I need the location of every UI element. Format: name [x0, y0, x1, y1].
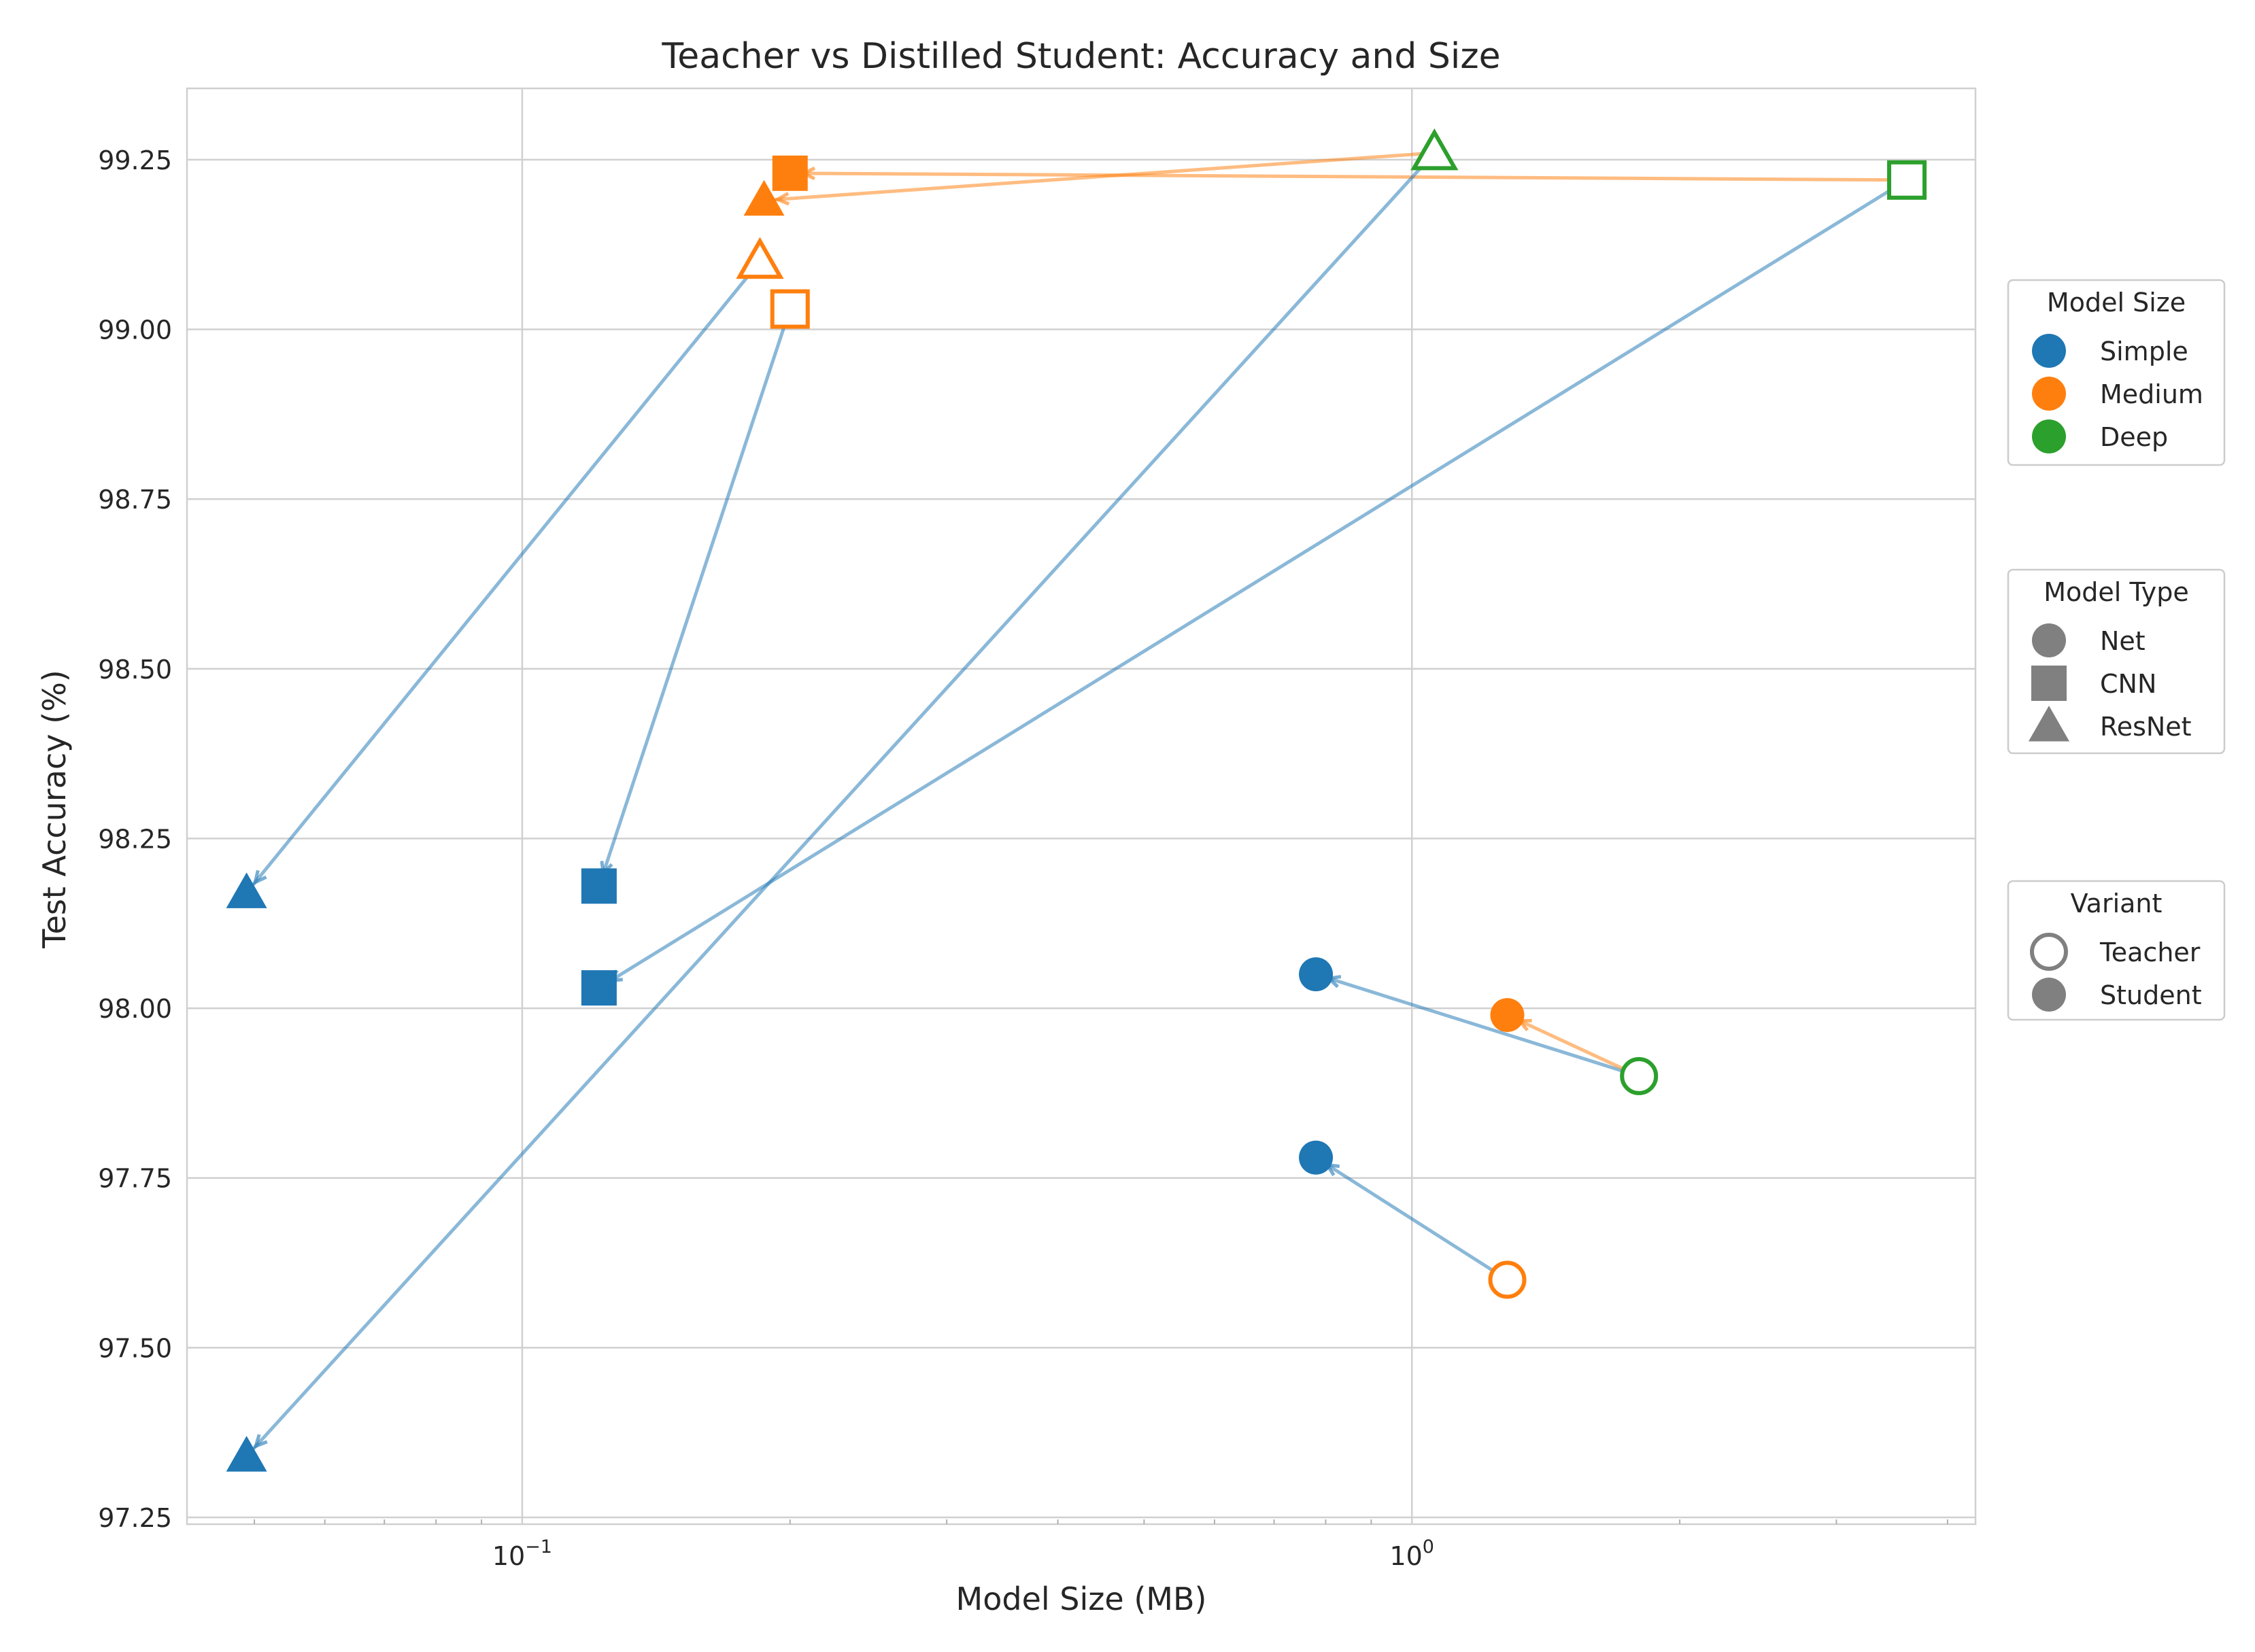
distillation-arrow: [1315, 1156, 1508, 1281]
legend-title: Model Type: [2044, 577, 2188, 607]
legend-marker-cnn: [2031, 666, 2067, 701]
legend-label: Deep: [2100, 422, 2168, 452]
student-marker: [581, 868, 617, 904]
x-axis-ticks: 10−1 100: [254, 1519, 1948, 1571]
x-tick-label: 10−1: [492, 1536, 552, 1571]
y-tick-label: 97.75: [98, 1164, 172, 1194]
teacher-marker: [770, 289, 810, 329]
distillation-arrow: [597, 308, 792, 887]
teacher-marker: [1620, 1056, 1659, 1095]
legend-title: Model Size: [2047, 288, 2186, 317]
student-marker: [226, 872, 267, 908]
distillation-arrow: [1506, 1013, 1640, 1078]
legend-marker-teacher: [2030, 933, 2068, 971]
y-tick-label: 98.75: [98, 485, 172, 515]
y-tick-label: 97.25: [98, 1503, 172, 1533]
legend-box: [2007, 279, 2226, 466]
arrow-head: [773, 192, 790, 206]
student-marker: [226, 1436, 267, 1472]
plot-area: 10−1 100 97.25 97.50 97.75 98.00 98.25 98.50 98…: [98, 87, 1977, 1571]
legend-marker-medium: [2032, 377, 2066, 411]
legend-marker-net: [2032, 623, 2066, 657]
student-marker: [743, 179, 785, 216]
teacher-marker: [1488, 1260, 1527, 1299]
arrow-head: [253, 1434, 268, 1449]
teacher-marker: [736, 237, 784, 279]
legend-marker-deep: [2032, 419, 2066, 453]
legend-label: Medium: [2100, 379, 2203, 409]
legend-label: Student: [2100, 980, 2202, 1010]
legend-label: ResNet: [2100, 712, 2192, 742]
data-markers: [226, 128, 1927, 1472]
chart-title: Teacher vs Distilled Student: Accuracy a…: [661, 36, 1500, 77]
y-tick-label: 99.00: [98, 315, 172, 345]
y-tick-label: 98.25: [98, 824, 172, 854]
legend-box: [2007, 568, 2226, 755]
x-tick-label: 100: [1389, 1536, 1434, 1571]
x-axis-label: Model Size (MB): [956, 1581, 1207, 1617]
legend-label: Teacher: [2099, 937, 2201, 967]
y-axis-ticks: 97.25 97.50 97.75 98.00 98.25 98.50 98.75 99.00…: [98, 145, 172, 1533]
student-marker: [772, 155, 808, 191]
teacher-marker: [1887, 160, 1927, 200]
distillation-arrows: [245, 151, 1908, 1458]
student-marker: [1490, 998, 1525, 1033]
distillation-arrow: [1315, 972, 1640, 1078]
legend-marker-resnet: [2029, 706, 2069, 742]
y-tick-label: 98.50: [98, 655, 172, 685]
y-tick-label: 99.25: [98, 145, 172, 175]
distillation-arrow: [245, 260, 762, 894]
legend-label: CNN: [2100, 669, 2156, 699]
student-marker: [581, 970, 617, 1006]
student-marker: [1299, 1140, 1334, 1175]
y-tick-label: 97.50: [98, 1333, 172, 1363]
legend-label: Net: [2100, 626, 2146, 656]
gridlines: [187, 88, 1976, 1524]
arrow-head: [252, 870, 267, 886]
distillation-arrow: [764, 151, 1435, 203]
legend-marker-simple: [2032, 334, 2066, 368]
student-marker: [1299, 957, 1334, 992]
legend-title: Variant: [2071, 889, 2163, 918]
legend-label: Simple: [2100, 337, 2188, 366]
y-axis-label: Test Accuracy (%): [36, 670, 73, 948]
teacher-marker: [1410, 128, 1459, 171]
distillation-arrow: [790, 171, 1908, 182]
distillation-arrow: [245, 152, 1436, 1458]
legends: Model Size Simple Medium Deep Model Type Net C…: [2007, 279, 2226, 1021]
distillation-arrow: [598, 178, 1908, 990]
plot-frame: [186, 87, 1977, 1526]
legend-marker-student: [2032, 978, 2066, 1012]
y-tick-label: 98.00: [98, 994, 172, 1024]
